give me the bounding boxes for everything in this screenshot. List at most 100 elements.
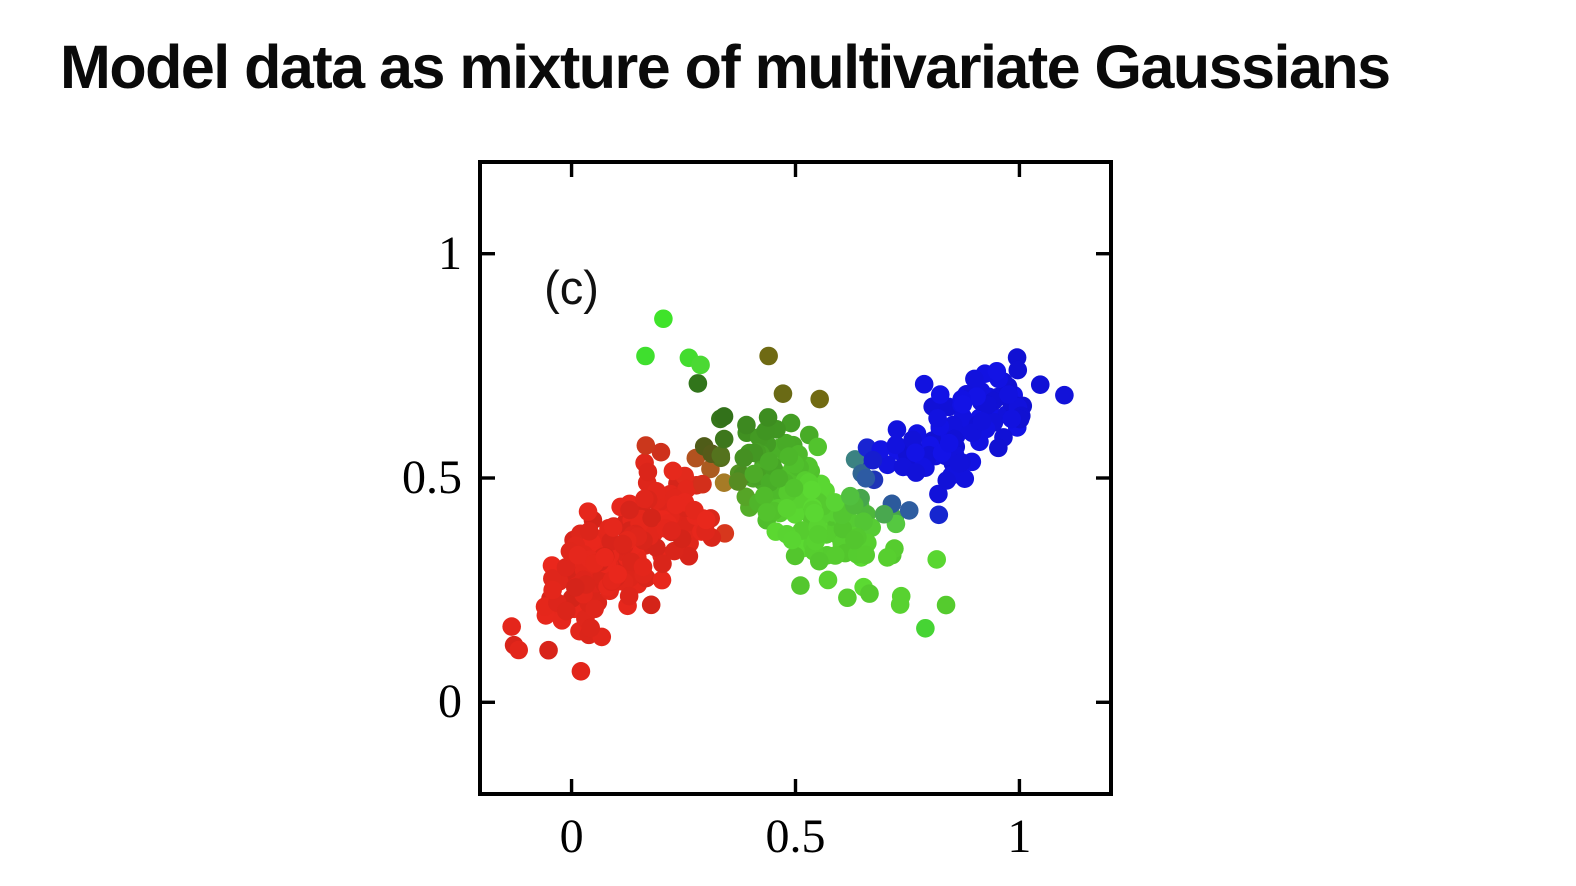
scatter-point xyxy=(967,387,986,406)
scatter-point xyxy=(651,442,671,462)
scatter-point xyxy=(999,385,1018,404)
scatter-point xyxy=(714,429,734,449)
scatter-point xyxy=(779,447,799,466)
scatter-point xyxy=(809,551,829,571)
scatter-point xyxy=(666,495,686,515)
scatter-point xyxy=(566,578,585,597)
scatter-point xyxy=(636,436,656,455)
scatter-point xyxy=(777,498,797,518)
scatter-point xyxy=(863,450,883,470)
x-tick-label: 0 xyxy=(559,810,584,863)
scatter-point xyxy=(653,554,672,574)
subplot-label: (c) xyxy=(544,260,599,314)
scatter-point xyxy=(758,408,778,427)
scatter-point xyxy=(1002,409,1021,429)
scatter-point xyxy=(838,588,857,608)
scatter-point xyxy=(987,361,1007,381)
scatter-point xyxy=(773,384,793,403)
scatter-point xyxy=(679,546,699,566)
scatter-point xyxy=(906,443,925,463)
scatter-point xyxy=(638,462,658,482)
x-tick-label: 0.5 xyxy=(765,810,826,863)
scatter-point xyxy=(785,546,805,566)
scatter-point xyxy=(642,508,661,528)
scatter-canvas xyxy=(482,164,1109,792)
scatter-point xyxy=(542,556,562,575)
scatter-point xyxy=(737,415,756,435)
scatter-point xyxy=(509,640,529,660)
scatter-point xyxy=(937,471,957,490)
x-tick-label: 1 xyxy=(1007,810,1032,863)
scatter-point xyxy=(557,601,576,621)
scatter-point xyxy=(825,493,845,512)
scatter-point xyxy=(874,504,894,524)
scatter-point xyxy=(929,505,949,525)
scatter-point xyxy=(556,558,576,577)
scatter-point xyxy=(711,445,731,465)
scatter-point xyxy=(1008,360,1028,380)
scatter-point xyxy=(810,389,829,409)
scatter-point xyxy=(972,412,992,431)
scatter-point xyxy=(856,468,876,488)
scatter-point xyxy=(989,438,1008,458)
scatter-point xyxy=(603,518,623,537)
scatter-point xyxy=(714,407,734,426)
scatter-point xyxy=(878,548,897,567)
scatter-point xyxy=(936,595,956,615)
scatter-point xyxy=(688,374,708,393)
scatter-point xyxy=(784,478,804,498)
scatter-point xyxy=(860,584,879,603)
scatter-point xyxy=(930,385,950,404)
scatter-point xyxy=(928,408,947,428)
scatter-point xyxy=(914,374,934,394)
scatter-point xyxy=(691,355,710,375)
scatter-point xyxy=(1055,385,1074,405)
scatter-point xyxy=(728,472,748,491)
scatter-point xyxy=(916,618,935,638)
scatter-point xyxy=(696,510,716,530)
scatter-point xyxy=(856,545,876,565)
scatter-point xyxy=(635,489,654,509)
scatter-point xyxy=(878,455,897,475)
scatter-point xyxy=(927,550,947,569)
y-tick-label: 1 xyxy=(438,226,462,280)
scatter-point xyxy=(769,469,789,488)
scatter-point xyxy=(949,454,969,473)
scatter-point xyxy=(802,480,822,500)
scatter-point xyxy=(953,394,973,414)
scatter-plot-area: (c) xyxy=(478,160,1113,796)
scatter-point xyxy=(595,548,614,567)
scatter-point xyxy=(744,464,764,484)
scatter-point xyxy=(662,521,682,540)
scatter-point xyxy=(791,576,810,595)
scatter-point xyxy=(906,463,926,482)
scatter-point xyxy=(759,452,779,471)
scatter-point xyxy=(714,473,734,492)
scatter-point xyxy=(652,570,672,590)
scatter-point xyxy=(641,595,661,615)
scatter-point xyxy=(619,586,639,606)
scatter-point xyxy=(579,522,599,541)
scatter-point xyxy=(759,346,778,366)
scatter-point xyxy=(633,557,653,577)
scatter-point xyxy=(693,474,712,494)
scatter-point xyxy=(757,503,777,522)
scatter-point xyxy=(929,484,948,504)
scatter-point xyxy=(581,618,600,638)
scatter-point xyxy=(891,586,911,606)
scatter-point xyxy=(1030,375,1050,395)
scatter-point xyxy=(571,662,591,681)
scatter-point xyxy=(502,617,521,636)
scatter-point xyxy=(781,413,801,433)
scatter-point xyxy=(887,420,907,439)
scatter-point xyxy=(620,500,639,520)
scatter-point xyxy=(805,503,824,523)
scatter-point xyxy=(782,530,802,550)
scatter-point xyxy=(613,534,633,554)
scatter-point xyxy=(808,437,828,457)
scatter-point xyxy=(608,565,628,584)
scatter-point xyxy=(539,640,558,660)
scatter-point xyxy=(818,570,838,590)
scatter-point xyxy=(854,512,873,531)
